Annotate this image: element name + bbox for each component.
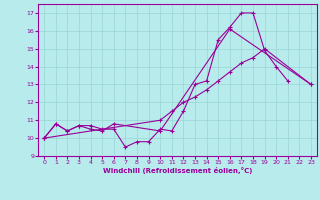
- X-axis label: Windchill (Refroidissement éolien,°C): Windchill (Refroidissement éolien,°C): [103, 167, 252, 174]
